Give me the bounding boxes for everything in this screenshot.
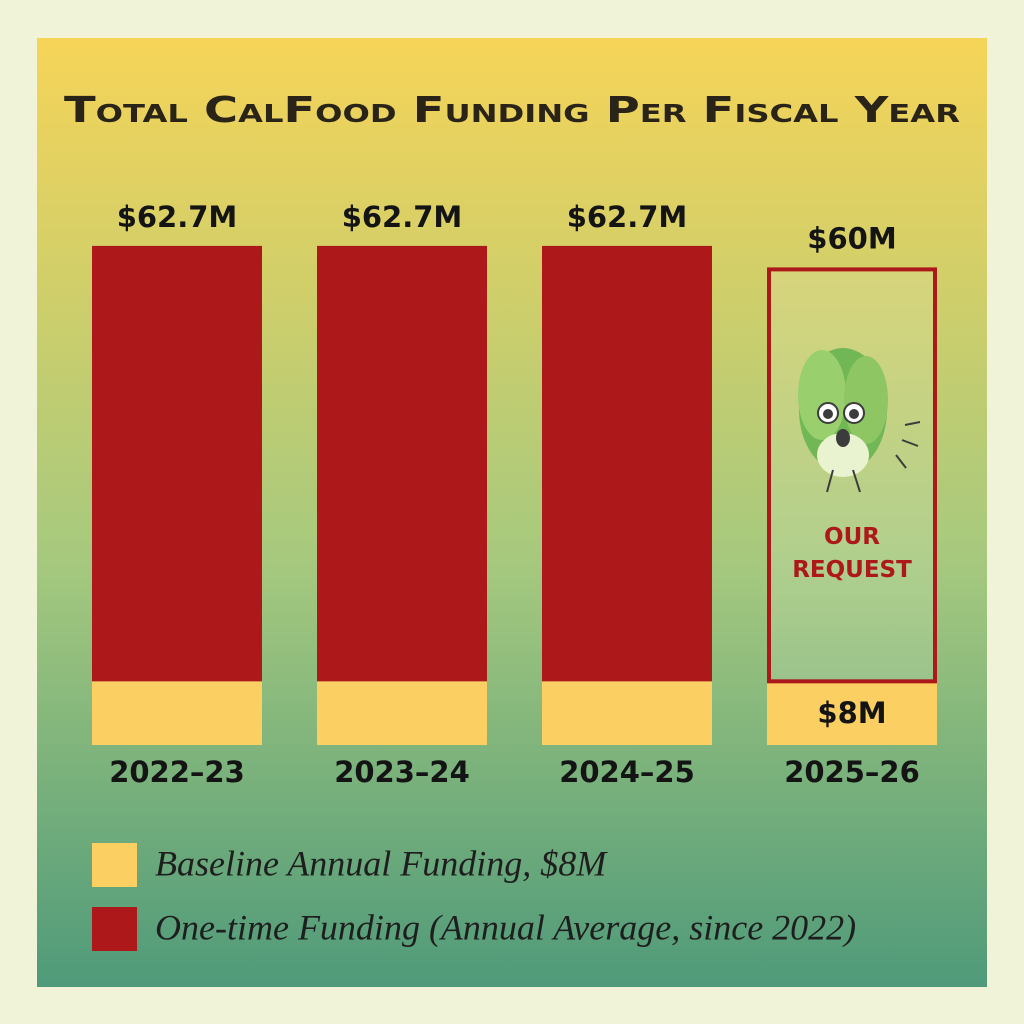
chart-title: Total CalFood Funding Per Fiscal Year bbox=[64, 90, 960, 131]
x-tick-label: 2025–26 bbox=[784, 755, 920, 789]
legend-swatch bbox=[92, 843, 137, 887]
total-label: $62.7M bbox=[567, 200, 688, 234]
total-label: $60M bbox=[807, 221, 896, 255]
annotation: OUR REQUEST bbox=[792, 524, 912, 584]
x-tick-label: 2023–24 bbox=[334, 755, 470, 789]
request-bar bbox=[767, 267, 937, 684]
mascot bbox=[798, 348, 921, 493]
bar-segment bbox=[92, 681, 262, 745]
legend-swatch bbox=[92, 907, 137, 951]
bar-segment bbox=[542, 245, 712, 682]
bar-segment bbox=[542, 681, 712, 745]
value-label: $8M bbox=[817, 696, 886, 730]
x-tick-label: 2022–23 bbox=[109, 755, 245, 789]
bar-segment bbox=[317, 681, 487, 745]
legend-label: Baseline Annual Funding, $8M bbox=[155, 843, 608, 883]
bar-segment bbox=[92, 245, 262, 682]
bar-segment bbox=[767, 681, 937, 745]
x-tick-label: 2024–25 bbox=[559, 755, 695, 789]
legend-label: One-time Funding (Annual Average, since … bbox=[155, 907, 856, 947]
total-label: $62.7M bbox=[342, 200, 463, 234]
bar-segment bbox=[317, 245, 487, 682]
total-label: $62.7M bbox=[117, 200, 238, 234]
annotation-box: OUR REQUEST bbox=[792, 524, 912, 584]
